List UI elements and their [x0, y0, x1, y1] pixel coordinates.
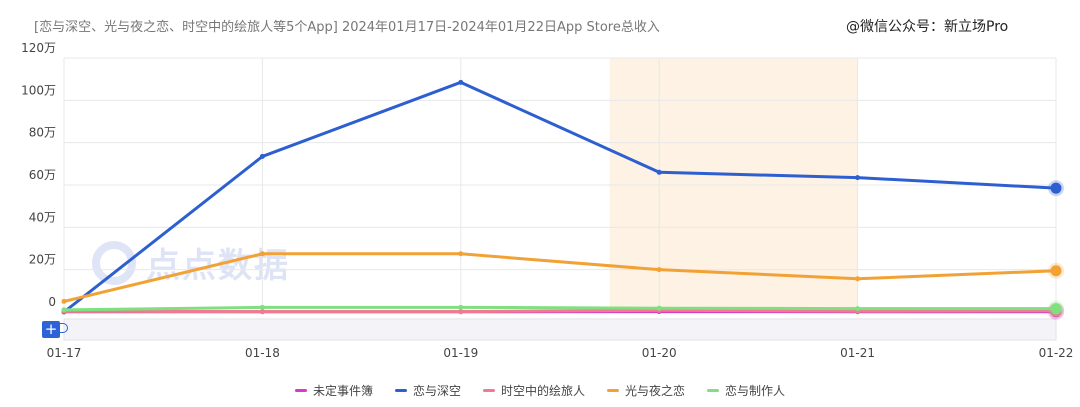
legend-label: 光与夜之恋 — [625, 384, 686, 398]
data-point — [458, 309, 464, 315]
x-tick-label: 01-19 — [443, 346, 478, 360]
chart-legend: 未定事件簿 恋与深空 时空中的绘旅人 光与夜之恋 恋与制作人 — [0, 382, 1080, 399]
legend-item[interactable]: 未定事件簿 — [294, 382, 373, 399]
end-marker — [1050, 182, 1062, 194]
data-point — [656, 267, 662, 273]
legend-swatch — [294, 389, 307, 392]
zoom-in-button[interactable]: + — [42, 321, 60, 338]
end-marker — [1050, 265, 1062, 277]
legend-item[interactable]: 光与夜之恋 — [607, 382, 685, 399]
data-point — [61, 307, 67, 313]
data-point — [458, 304, 464, 310]
x-tick-label: 01-21 — [840, 346, 875, 360]
legend-label: 未定事件簿 — [312, 384, 373, 398]
x-tick-label: 01-17 — [47, 346, 82, 360]
y-tick-label: 100万 — [21, 83, 56, 97]
watermark-text: @微信公众号：新立场Pro — [846, 19, 1009, 35]
y-tick-label: 60万 — [29, 168, 56, 182]
legend-item[interactable]: 恋与深空 — [394, 382, 461, 399]
data-point — [259, 251, 265, 257]
legend-item[interactable]: 恋与制作人 — [707, 382, 785, 399]
x-tick-label: 01-20 — [642, 346, 677, 360]
y-tick-label: 80万 — [29, 126, 56, 140]
data-point — [656, 305, 662, 311]
data-point — [61, 298, 67, 304]
range-slider — [63, 318, 1057, 341]
diandian-logo-icon — [92, 240, 136, 285]
legend-swatch — [607, 389, 619, 392]
y-tick-label: 0 — [48, 295, 56, 309]
x-tick-label: 01-22 — [1039, 346, 1074, 360]
tag-icon[interactable] — [58, 323, 68, 333]
series-line-3 — [62, 252, 1058, 303]
series-line-1 — [62, 80, 1058, 314]
chart-title: [恋与深空、光与夜之恋、时空中的绘旅人等5个App] 2024年01月17日-2… — [34, 20, 660, 35]
data-point — [259, 309, 265, 315]
data-point — [458, 79, 464, 85]
legend-label: 恋与深空 — [412, 384, 461, 398]
legend-swatch — [482, 389, 495, 392]
series-line-4 — [62, 305, 1058, 312]
y-tick-label: 40万 — [29, 210, 56, 224]
data-point — [259, 304, 265, 310]
x-tick-label: 01-18 — [245, 346, 280, 360]
legend-swatch — [707, 389, 720, 392]
data-point — [656, 169, 662, 175]
legend-label: 恋与制作人 — [725, 384, 786, 398]
data-point — [259, 153, 265, 159]
legend-item[interactable]: 时空中的绘旅人 — [482, 382, 585, 399]
data-point — [855, 306, 861, 312]
y-tick-label: 20万 — [29, 253, 56, 267]
data-point — [855, 175, 861, 181]
legend-swatch — [394, 389, 407, 392]
series-line-2 — [62, 308, 1058, 314]
end-marker — [1050, 303, 1062, 315]
y-tick-label: 120万 — [21, 41, 56, 55]
data-point — [855, 276, 861, 282]
data-point — [458, 251, 464, 257]
legend-label: 时空中的绘旅人 — [500, 384, 585, 398]
